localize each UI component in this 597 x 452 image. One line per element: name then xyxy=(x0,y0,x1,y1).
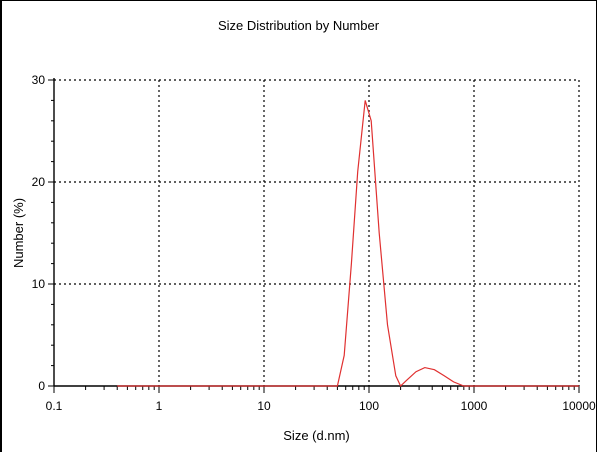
x-tick-label: 10 xyxy=(257,399,271,413)
x-tick-label: 0.1 xyxy=(46,399,63,413)
axes xyxy=(53,78,579,387)
y-tick-label: 20 xyxy=(32,175,46,189)
y-tick-labels: 0 10 20 30 xyxy=(32,73,46,393)
x-axis-label: Size (d.nm) xyxy=(283,428,349,443)
x-tick-label: 1000 xyxy=(461,399,488,413)
x-tick-label: 1 xyxy=(156,399,163,413)
minor-ticks xyxy=(48,79,580,393)
x-tick-label: 10000 xyxy=(562,399,596,413)
series-line xyxy=(117,100,579,388)
y-tick-label: 0 xyxy=(38,379,45,393)
x-tick-labels: 0.1 1 10 100 1000 10000 xyxy=(46,399,596,413)
x-tick-label: 100 xyxy=(359,399,379,413)
grid-lines xyxy=(54,79,580,386)
chart-title: Size Distribution by Number xyxy=(217,18,380,33)
y-axis-label: Number (%) xyxy=(11,198,26,268)
y-tick-label: 10 xyxy=(32,277,46,291)
y-tick-label: 30 xyxy=(32,73,46,87)
